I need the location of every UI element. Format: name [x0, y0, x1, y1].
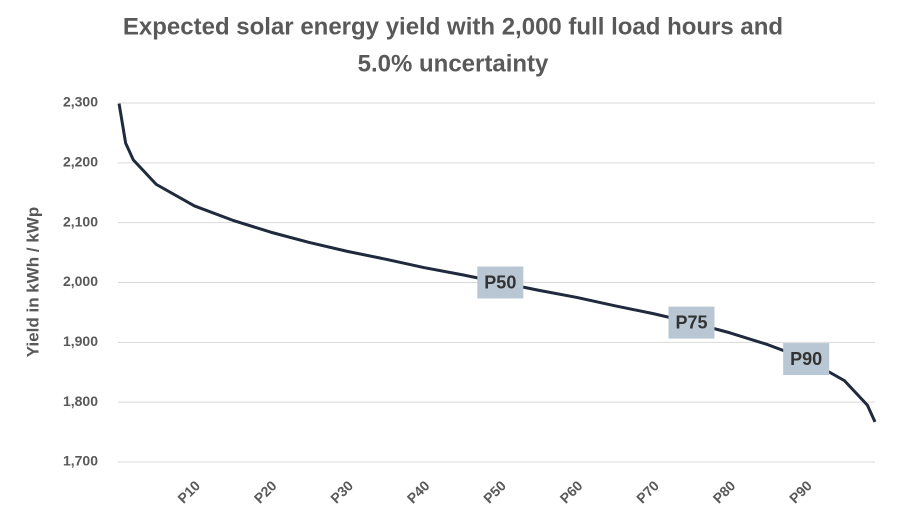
y-tick-label: 1,900 [63, 333, 98, 349]
annotation-label: P90 [790, 349, 822, 369]
annotation-box [783, 343, 830, 376]
y-tick-label: 1,700 [63, 453, 98, 469]
y-tick-label: 2,200 [63, 154, 98, 170]
chart-title: Expected solar energy yield with 2,000 f… [123, 13, 783, 40]
x-tick-label: P40 [404, 477, 433, 506]
x-tick-label: P60 [557, 477, 586, 506]
x-tick-label: P50 [480, 477, 509, 506]
annotation-box [668, 306, 715, 339]
x-tick-label: P70 [633, 477, 662, 506]
x-tick-label: P90 [786, 477, 815, 506]
x-tick-label: P80 [710, 477, 739, 506]
y-axis-label: Yield in kWh / kWp [23, 207, 42, 358]
y-tick-label: 1,800 [63, 393, 98, 409]
x-tick-label: P10 [174, 477, 203, 506]
chart-title: 5.0% uncertainty [358, 50, 549, 77]
x-tick-label: P20 [251, 477, 280, 506]
y-tick-label: 2,000 [63, 273, 98, 289]
line-series [117, 103, 877, 423]
annotation-label: P50 [484, 272, 516, 292]
annotation-label: P75 [675, 312, 707, 332]
y-tick-label: 2,100 [63, 213, 98, 229]
x-tick-label: P30 [327, 477, 356, 506]
y-tick-label: 2,300 [63, 94, 98, 110]
annotation-box [477, 266, 524, 299]
